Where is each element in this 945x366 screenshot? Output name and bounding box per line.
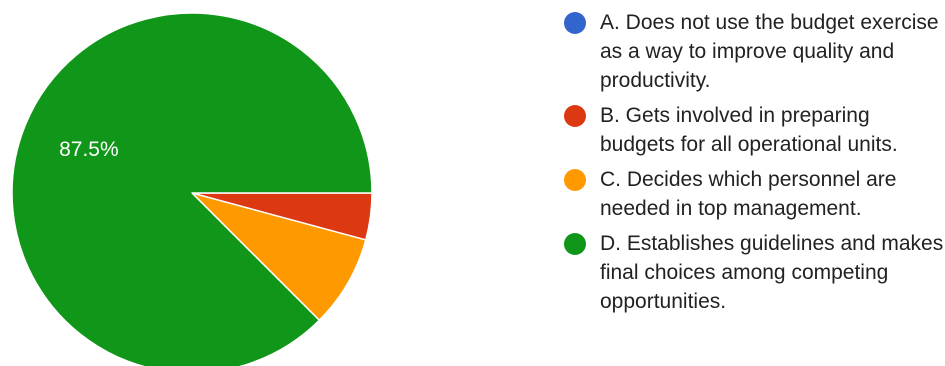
legend-item-c[interactable]: C. Decides which personnel are needed in…: [564, 165, 944, 223]
legend-swatch-b: [564, 105, 586, 127]
legend-swatch-c: [564, 169, 586, 191]
pie-slice-c[interactable]: [191, 192, 367, 322]
legend-item-b[interactable]: B. Gets involved in preparing budgets fo…: [564, 101, 944, 159]
legend-label-d: D. Establishes guidelines and makes fina…: [600, 232, 944, 313]
pie-slices: [11, 12, 373, 366]
legend-swatch-a: [564, 12, 586, 34]
chart-legend: A. Does not use the budget exercise as a…: [564, 8, 944, 322]
legend-swatch-d: [564, 233, 586, 255]
legend-item-a[interactable]: A. Does not use the budget exercise as a…: [564, 8, 944, 95]
legend-item-d[interactable]: D. Establishes guidelines and makes fina…: [564, 229, 944, 316]
legend-label-a: A. Does not use the budget exercise as a…: [600, 11, 939, 92]
legend-label-b: B. Gets involved in preparing budgets fo…: [600, 104, 898, 156]
pie-data-labels: 87.5%: [59, 138, 119, 161]
pie-data-label: 87.5%: [59, 138, 119, 161]
legend-label-c: C. Decides which personnel are needed in…: [600, 168, 897, 220]
pie-slice-d[interactable]: [11, 12, 373, 366]
